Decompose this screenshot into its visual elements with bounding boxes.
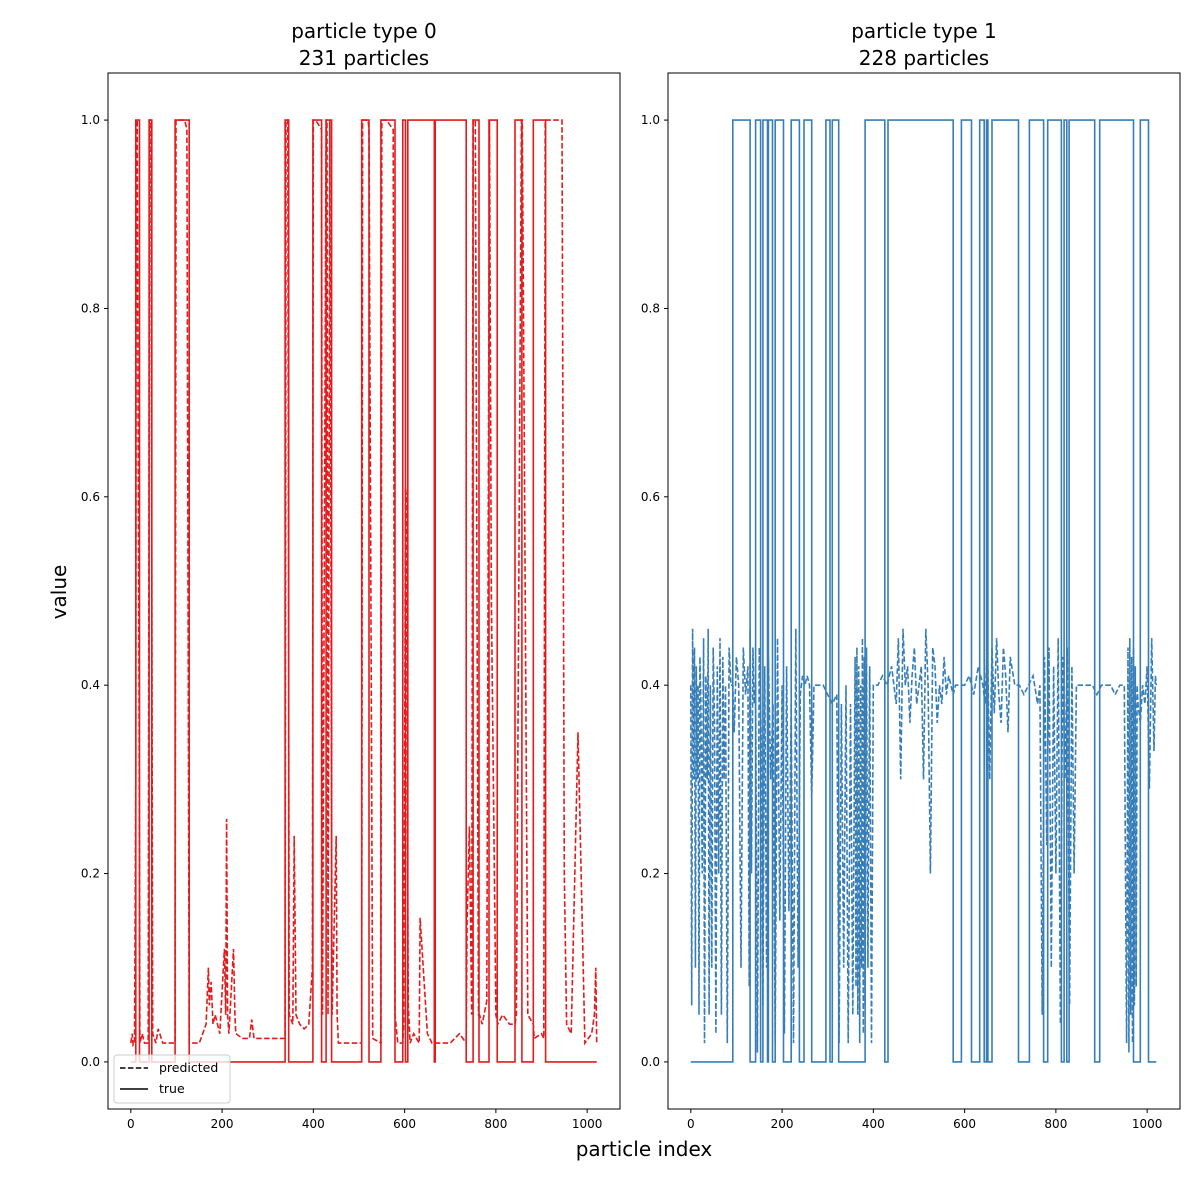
- panel-1-y-tick-label-1: 0.2: [641, 867, 660, 881]
- legend-true-label: true: [159, 1081, 185, 1096]
- panel-0-y-ticks: 0.0 0.2 0.4 0.6 0.8 1.0: [81, 113, 108, 1069]
- panel-1-x-tick-label-0: 0: [687, 1117, 695, 1131]
- panel-1-series-true: [690, 119, 1157, 1063]
- panel-1-y-tick-label-4: 0.8: [641, 301, 660, 315]
- x-axis-label: particle index: [576, 1137, 713, 1161]
- panel-0-y-tick-label-2: 0.4: [81, 678, 100, 692]
- panel-0-x-tick-label-2: 400: [302, 1117, 325, 1131]
- panel-1-y-tick-label-0: 0.0: [641, 1055, 660, 1069]
- panel-0-x-tick-label-3: 600: [393, 1117, 416, 1131]
- panel-1-x-tick-label-5: 1000: [1132, 1117, 1163, 1131]
- y-axis-label: value: [47, 565, 71, 620]
- panel-0-x-tick-label-5: 1000: [572, 1117, 603, 1131]
- panel-0-x-tick-label-1: 200: [211, 1117, 234, 1131]
- panel-1-x-tick-label-2: 400: [862, 1117, 885, 1131]
- panel-1-y-tick-label-2: 0.4: [641, 678, 660, 692]
- panel-1-title-line-2: 228 particles: [859, 46, 989, 70]
- panel-0-series-predicted: [130, 119, 598, 1048]
- panel-0-axes-frame: [107, 72, 621, 1110]
- panel-1-axes-frame: [667, 72, 1181, 1110]
- panel-particle-type-1: particle type 1 228 particles 0 200 400 600…: [641, 19, 1181, 1131]
- panel-1-x-ticks: 0 200 400 600 800 1000: [687, 1109, 1162, 1131]
- panel-0-title-line-1: particle type 0: [291, 19, 437, 43]
- panel-0-y-tick-label-1: 0.2: [81, 867, 100, 881]
- panel-1-series-predicted: [689, 628, 1158, 1053]
- legend: predicted true: [113, 1054, 231, 1104]
- panel-0-y-tick-label-5: 1.0: [81, 113, 100, 127]
- panel-1-y-tick-label-3: 0.6: [641, 490, 660, 504]
- panel-1-x-tick-label-1: 200: [771, 1117, 794, 1131]
- panel-1-plot-area: [689, 119, 1158, 1063]
- panel-1-x-tick-label-4: 800: [1044, 1117, 1067, 1131]
- panel-0-series-true: [130, 119, 597, 1063]
- panel-0-y-tick-label-3: 0.6: [81, 490, 100, 504]
- legend-box: [113, 1054, 231, 1104]
- panel-0-title-line-2: 231 particles: [299, 46, 429, 70]
- panel-1-title-line-1: particle type 1: [851, 19, 997, 43]
- panel-0-x-ticks: 0 200 400 600 800 1000: [127, 1109, 602, 1131]
- panel-particle-type-0: particle type 0 231 particles 0 200 400 600…: [81, 19, 621, 1131]
- panel-1-x-tick-label-3: 600: [953, 1117, 976, 1131]
- panel-0-x-tick-label-0: 0: [127, 1117, 135, 1131]
- legend-predicted-label: predicted: [159, 1060, 218, 1075]
- panel-0-x-tick-label-4: 800: [484, 1117, 507, 1131]
- panel-0-y-tick-label-0: 0.0: [81, 1055, 100, 1069]
- panel-1-y-ticks: 0.0 0.2 0.4 0.6 0.8 1.0: [641, 113, 668, 1069]
- panel-0-y-tick-label-4: 0.8: [81, 301, 100, 315]
- panel-0-plot-area: [130, 119, 598, 1063]
- panel-1-y-tick-label-5: 1.0: [641, 113, 660, 127]
